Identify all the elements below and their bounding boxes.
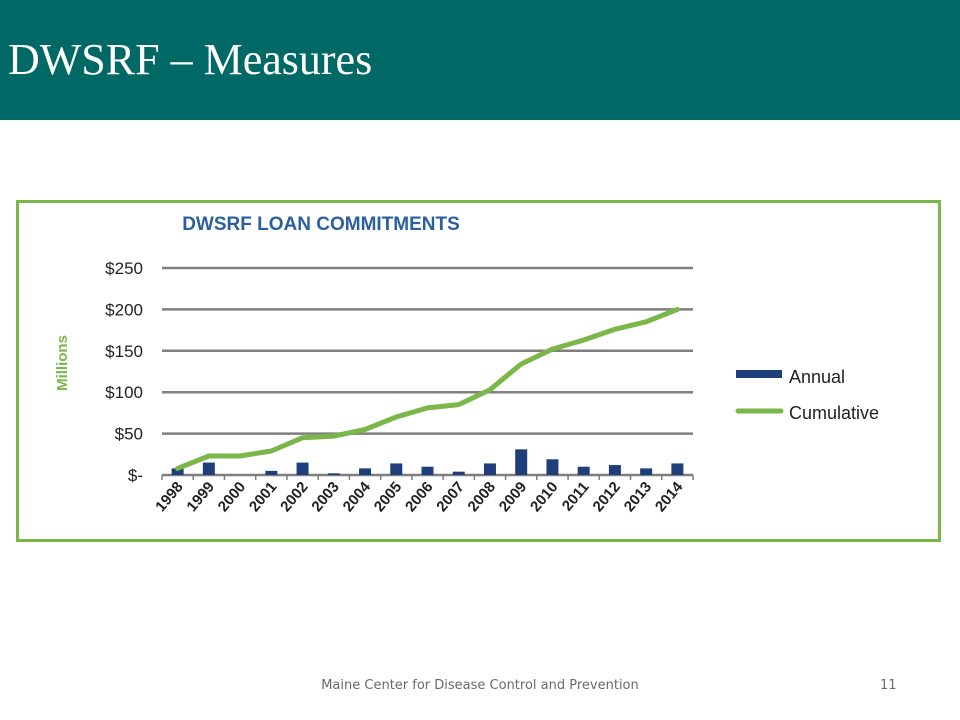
x-tick-label: 2009 — [496, 479, 530, 515]
y-tick-label: $250 — [105, 259, 143, 278]
annual-bar — [265, 470, 278, 475]
annual-bar — [515, 449, 528, 475]
annual-bar — [452, 471, 465, 475]
annual-bar — [483, 463, 496, 475]
annual-bar — [202, 462, 215, 475]
x-tick-label: 2005 — [371, 479, 405, 515]
x-tick-label: 2010 — [527, 479, 561, 515]
annual-bar — [390, 463, 403, 475]
loan-commitments-chart: DWSRF LOAN COMMITMENTS Millions $- $50 $10… — [54, 214, 879, 515]
x-tick-label: 2006 — [402, 479, 436, 515]
y-tick-label: $- — [128, 466, 143, 485]
y-tick-label: $100 — [105, 383, 143, 402]
annual-bar — [608, 465, 621, 475]
title-banner: DWSRF – Measures — [0, 0, 960, 120]
x-tick-label: 2013 — [621, 479, 655, 515]
y-tick-label: $150 — [105, 342, 143, 361]
x-tick-label: 2008 — [465, 479, 499, 515]
annual-bar — [327, 473, 340, 475]
chart-title: DWSRF LOAN COMMITMENTS — [182, 214, 460, 235]
x-tick-label: 2003 — [308, 479, 342, 515]
x-tick-label: 2014 — [652, 478, 687, 515]
legend-cumulative-label: Cumulative — [789, 403, 879, 423]
footer-organization: Maine Center for Disease Control and Pre… — [321, 678, 639, 693]
annual-bar — [671, 463, 684, 475]
x-tick-label: 2000 — [215, 479, 249, 515]
legend-annual-label: Annual — [789, 367, 845, 387]
slide-title: DWSRF – Measures — [8, 35, 373, 84]
annual-bar — [546, 459, 559, 475]
legend-annual-swatch — [736, 370, 782, 378]
y-axis-label: Millions — [54, 335, 71, 391]
x-tick-label: 2007 — [433, 479, 467, 515]
x-tick-label: 1998 — [152, 479, 186, 515]
annual-bar — [640, 468, 653, 475]
x-tick-label: 1999 — [183, 479, 217, 515]
annual-bar — [577, 466, 590, 475]
annual-bar — [171, 468, 184, 475]
x-tick-label: 2011 — [559, 479, 593, 515]
chart-frame: DWSRF LOAN COMMITMENTS Millions $- $50 $10… — [16, 200, 941, 542]
annual-bar — [296, 462, 309, 475]
y-tick-label: $200 — [105, 300, 143, 319]
x-tick-label: 2001 — [246, 479, 280, 515]
annual-bar — [359, 468, 372, 475]
y-tick-label: $50 — [115, 425, 143, 444]
annual-bar — [421, 466, 434, 475]
x-tick-label: 2004 — [340, 478, 375, 515]
x-tick-label: 2012 — [590, 479, 624, 515]
x-tick-label: 2002 — [277, 479, 311, 515]
page-number: 11 — [880, 678, 897, 693]
cumulative-line — [175, 306, 680, 471]
